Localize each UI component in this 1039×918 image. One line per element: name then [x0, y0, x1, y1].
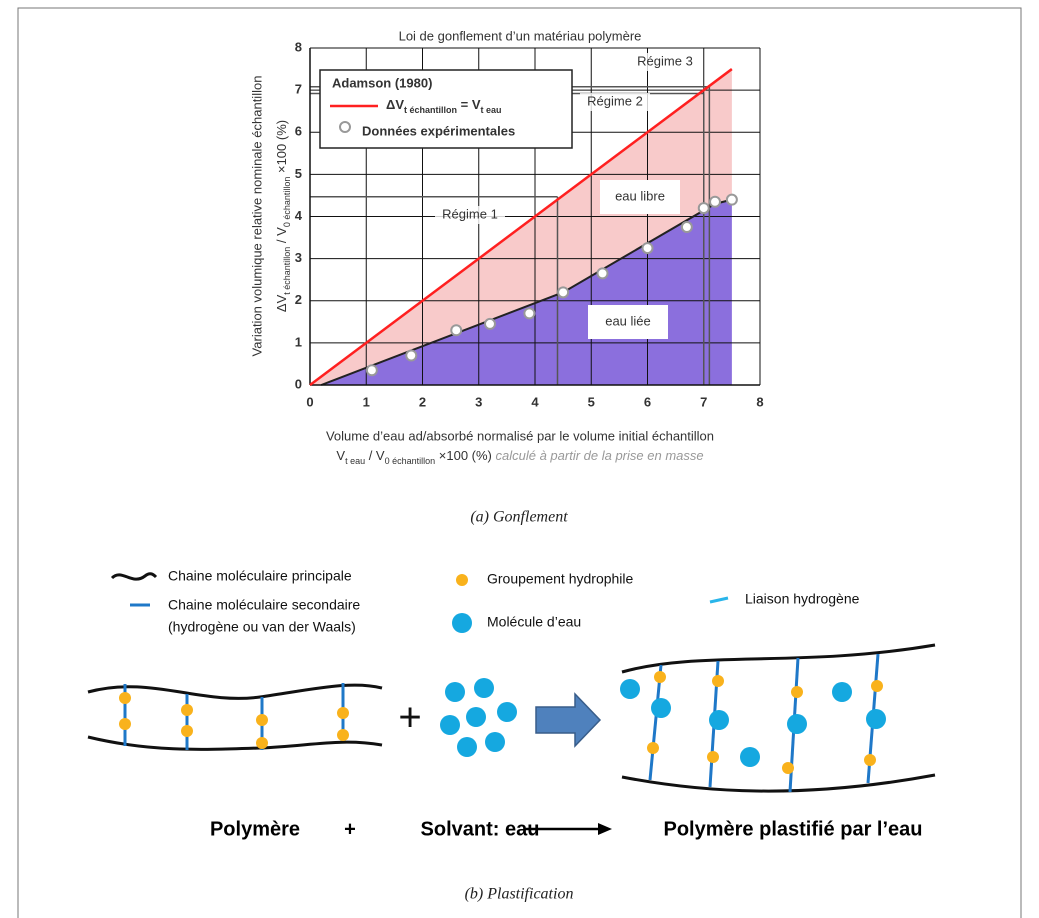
y-tick-label: 4: [295, 208, 303, 223]
subscript: t échantillon: [282, 247, 292, 295]
regime-label-bg: [580, 93, 650, 111]
bound-water-line: [320, 198, 733, 386]
y-tick-label: 2: [295, 292, 302, 307]
text-part: ΔV: [386, 97, 404, 112]
equation-arrow: [524, 823, 612, 835]
x-tick-label: 1: [363, 394, 370, 409]
process-arrow: [535, 692, 602, 748]
area-label-bg: [600, 180, 680, 214]
text-part: ×100 (%): [435, 448, 495, 463]
text-part: = V: [457, 97, 481, 112]
y-tick-label: 1: [295, 334, 302, 349]
legend-label: Groupement hydrophile: [487, 571, 634, 587]
x-axis-label: Volume d’eau ad/absorbé normalisé par le…: [326, 428, 714, 443]
water-cluster: [440, 678, 517, 757]
subscript: 0 échantillon: [385, 456, 436, 466]
frame: [17, 7, 1022, 918]
area-label-bg: [588, 305, 668, 339]
regime-label-bg: [630, 53, 700, 71]
legend-label: Données expérimentales: [362, 123, 515, 138]
data-point: [450, 324, 463, 337]
equation-term: +: [344, 818, 356, 840]
x-axis-note: calculé à partir de la prise en masse: [496, 448, 704, 463]
hbond-icon: [709, 596, 729, 604]
x-tick-label: 5: [588, 394, 595, 409]
text-part: V: [336, 448, 345, 463]
plus-sign: +: [398, 696, 421, 740]
x-tick-label: 2: [419, 394, 426, 409]
polymer: [87, 683, 383, 751]
y-axis-label: ΔVt échantillon / V0 échantillon ×100 (%…: [274, 120, 292, 312]
caption: (a) Gonflement: [470, 509, 568, 526]
data-point: [405, 349, 418, 362]
x-tick-label: 4: [531, 394, 539, 409]
chart: 0 1 2 3 4 5 6 7 8 0 1 2 3 4 5 6 7 8 Régime 1 Régime 2 Régime…: [249, 28, 763, 466]
data-point: [523, 307, 536, 320]
data-point: [709, 195, 721, 208]
text-part: / V: [274, 227, 289, 247]
text-part: ×100 (%): [274, 120, 289, 177]
regime-label: Régime 3: [637, 53, 693, 68]
data-point: [680, 221, 693, 234]
chart-title: Loi de gonflement d’un matériau polymère: [399, 28, 642, 43]
subscript: t eau: [345, 456, 365, 466]
data-point: [641, 242, 654, 255]
x-axis-label: Vt eau / V0 échantillon ×100 (%) calculé…: [336, 448, 703, 466]
regime-label: Régime 1: [442, 206, 498, 221]
y-tick-label: 3: [295, 250, 302, 265]
data-point: [557, 286, 570, 299]
data-point: [697, 202, 710, 215]
area-label: eau libre: [615, 188, 665, 203]
y-tick-label: 8: [295, 39, 302, 54]
equation-term: Polymère plastifié par l’eau: [664, 818, 923, 840]
subscript: t échantillon: [404, 105, 457, 115]
area-label: eau liée: [605, 313, 651, 328]
x-tick-label: 0: [306, 394, 313, 409]
legend-title: Adamson (1980): [332, 75, 432, 90]
regime-label: Régime 2: [587, 93, 643, 108]
series-line: [309, 68, 733, 387]
regime-label-bg: [435, 206, 505, 224]
plasticized-polymer: [620, 643, 936, 793]
y-tick-label: 0: [295, 376, 302, 391]
x-tick-label: 6: [644, 394, 651, 409]
y-tick-label: 5: [295, 166, 302, 181]
data-point: [596, 267, 609, 280]
legend-box: [319, 69, 573, 149]
main-chain-icon: [110, 572, 158, 581]
subscript: t eau: [481, 105, 502, 115]
text-part: ΔV: [274, 294, 289, 312]
data-point: [484, 317, 496, 330]
x-tick-label: 7: [700, 394, 707, 409]
equation-term: Polymère: [210, 818, 300, 840]
caption: (b) Plastification: [465, 886, 574, 903]
hydrophilic-icon: [456, 574, 468, 586]
legend-swatch: [339, 121, 351, 133]
subscript: 0 échantillon: [282, 177, 292, 228]
legend-label: Chaine moléculaire principale: [168, 568, 352, 584]
legend-label: Liaison hydrogène: [745, 591, 860, 607]
y-axis-label: Variation volumique relative nominale éc…: [249, 76, 264, 357]
x-tick-label: 8: [756, 394, 763, 409]
legend-label: Chaine moléculaire secondaire: [168, 597, 360, 613]
water-icon: [452, 613, 472, 633]
data-point: [725, 193, 738, 206]
legend-label: ΔVt échantillon = Vt eau: [386, 97, 502, 115]
data-point: [365, 364, 378, 377]
y-tick-label: 6: [295, 124, 302, 139]
x-tick-label: 3: [475, 394, 482, 409]
legend-label: Molécule d’eau: [487, 614, 581, 630]
text-part: / V: [365, 448, 385, 463]
legend-label: (hydrogène ou van der Waals): [168, 619, 356, 635]
equation-term: Solvant: eau: [421, 818, 540, 840]
y-tick-label: 7: [295, 82, 302, 97]
